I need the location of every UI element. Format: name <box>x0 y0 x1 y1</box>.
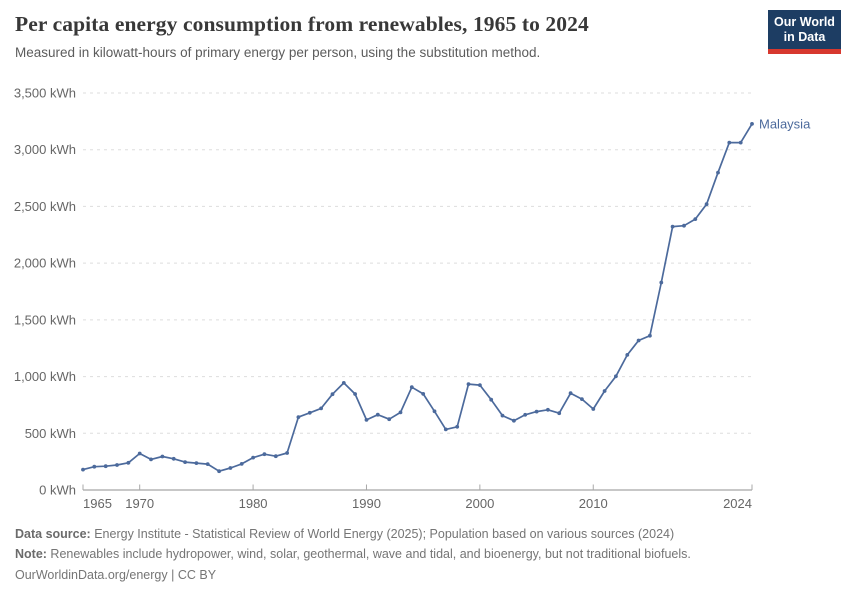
license-label: CC BY <box>177 567 217 582</box>
data-point-2022 <box>727 140 732 145</box>
y-axis-label-0: 0 kWh <box>39 483 76 498</box>
data-point-2009 <box>580 397 584 401</box>
data-point-2010 <box>591 407 596 411</box>
chart-footer: Data source: Energy Institute - Statisti… <box>15 527 835 588</box>
note-line: Note: Renewables include hydropower, win… <box>15 547 835 561</box>
data-point-2014 <box>636 338 641 343</box>
page-title: Per capita energy consumption from renew… <box>15 12 589 36</box>
data-point-1977 <box>217 469 222 474</box>
chart-header: Per capita energy consumption from renew… <box>15 12 755 60</box>
data-point-1994 <box>409 385 414 390</box>
data-point-1998 <box>455 424 460 429</box>
data-point-1996 <box>432 409 437 414</box>
data-point-2012 <box>614 374 618 379</box>
x-axis-label-1965: 1965 <box>83 496 112 511</box>
data-point-1992 <box>387 417 392 422</box>
series-end-label-malaysia: Malaysia <box>759 116 811 131</box>
data-point-1974 <box>183 460 188 464</box>
data-point-2021 <box>716 170 720 175</box>
y-axis-label-3000: 3,000 kWh <box>14 142 76 157</box>
data-point-2013 <box>625 353 630 357</box>
data-point-2005 <box>534 409 539 414</box>
data-point-1985 <box>307 410 312 415</box>
data-point-1995 <box>421 392 426 396</box>
data-point-2004 <box>523 412 528 417</box>
data-point-1988 <box>341 381 346 385</box>
data-point-1983 <box>285 451 289 455</box>
x-axis-label-2010: 2010 <box>579 496 608 511</box>
y-axis-label-500: 500 kWh <box>25 426 76 441</box>
x-axis-label-1990: 1990 <box>352 496 381 511</box>
data-point-1989 <box>353 392 357 396</box>
note-label: Note: <box>15 547 47 562</box>
data-point-1965 <box>81 467 85 472</box>
y-axis-label-2000: 2,000 kWh <box>14 256 76 271</box>
data-point-1968 <box>115 463 119 467</box>
footer-url-link[interactable]: OurWorldinData.org/energy <box>15 567 168 582</box>
page-subtitle: Measured in kilowatt-hours of primary en… <box>15 44 541 60</box>
data-point-1987 <box>330 392 335 397</box>
x-axis-label-2000: 2000 <box>465 496 494 511</box>
y-axis-label-1000: 1,000 kWh <box>14 369 76 384</box>
data-point-1982 <box>273 454 278 459</box>
data-source-label: Data source: <box>15 527 91 541</box>
line-chart: 0 kWh 500 kWh 1,000 kWh 1,500 kWh 2,000 kWh 2… <box>14 86 811 512</box>
data-point-1975 <box>194 461 199 465</box>
data-point-2006 <box>546 407 550 412</box>
data-point-2007 <box>557 411 562 416</box>
data-point-2008 <box>568 391 573 396</box>
data-point-1973 <box>171 456 176 461</box>
data-point-1967 <box>103 464 108 469</box>
data-source-text: Energy Institute - Statistical Review of… <box>90 527 675 541</box>
credit-line: OurWorldinData.org/energy | CC BY <box>15 568 835 582</box>
data-point-1981 <box>262 452 267 457</box>
data-point-1986 <box>319 406 323 411</box>
data-point-1966 <box>92 464 97 469</box>
data-point-1970 <box>137 451 142 456</box>
data-point-1976 <box>205 462 210 466</box>
data-point-1978 <box>228 466 233 470</box>
data-point-2003 <box>512 418 516 423</box>
data-point-1984 <box>296 415 301 419</box>
data-point-2023 <box>738 140 743 145</box>
x-axis-label-1980: 1980 <box>239 496 268 511</box>
data-point-1997 <box>443 427 448 432</box>
data-point-1980 <box>251 455 256 460</box>
data-point-1979 <box>239 462 244 466</box>
x-axis-label-1970: 1970 <box>125 496 154 511</box>
data-point-2000 <box>478 383 482 387</box>
data-point-1991 <box>375 412 380 417</box>
data-line-malaysia <box>82 123 753 473</box>
data-point-1972 <box>160 454 165 459</box>
owid-logo[interactable]: Our World in Data <box>768 10 841 54</box>
data-point-2002 <box>500 413 505 418</box>
data-point-1969 <box>126 460 131 465</box>
data-point-2016 <box>659 280 664 285</box>
data-point-2020 <box>704 202 709 207</box>
y-axis-label-2500: 2,500 kWh <box>14 199 76 214</box>
data-source-line: Data source: Energy Institute - Statisti… <box>15 527 835 541</box>
data-point-2011 <box>602 389 607 393</box>
y-axis-label-3500: 3,500 kWh <box>14 86 76 101</box>
data-point-2017 <box>670 224 675 229</box>
data-point-2018 <box>682 223 686 228</box>
data-point-1993 <box>398 410 403 415</box>
data-point-2019 <box>693 217 698 222</box>
credit-separator: | <box>167 567 178 582</box>
data-point-1971 <box>149 457 153 462</box>
x-axis-label-2024: 2024 <box>723 496 752 511</box>
data-point-2015 <box>648 333 652 338</box>
owid-logo-line1: Our World <box>774 15 835 29</box>
data-point-2024 <box>750 122 754 126</box>
data-point-1999 <box>466 382 471 386</box>
y-axis-label-1500: 1,500 kWh <box>14 312 76 327</box>
owid-logo-line2: in Data <box>783 29 826 44</box>
note-text: Renewables include hydropower, wind, sol… <box>46 547 691 562</box>
data-point-2001 <box>489 397 494 402</box>
data-point-1990 <box>364 418 369 422</box>
